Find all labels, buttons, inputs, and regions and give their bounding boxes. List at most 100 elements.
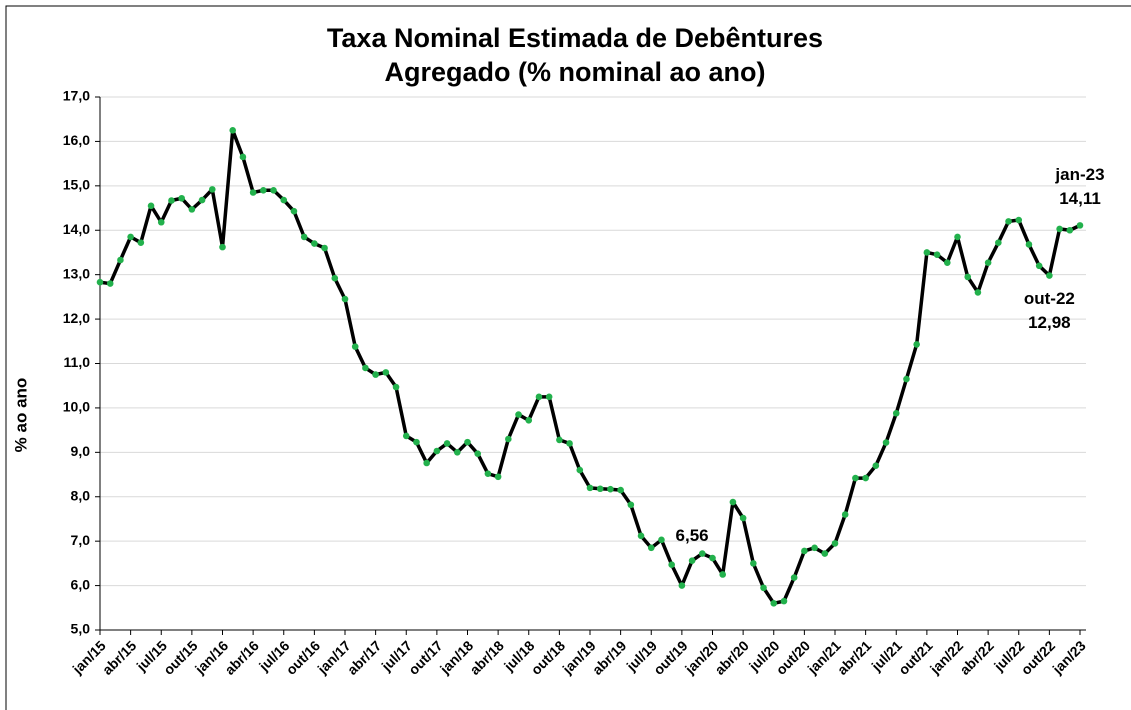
data-point [831,540,839,547]
data-point [811,544,818,552]
x-tick-label: abr/22 [956,637,997,678]
data-point [984,259,992,266]
y-tick-label: 11,0 [64,354,91,370]
data-point [576,466,584,474]
data-point [566,440,573,447]
data-point [770,600,778,607]
chart-title: Agregado (% nominal ao ano) [384,57,765,87]
data-point [688,557,696,565]
x-tick-label: out/20 [773,637,814,678]
data-point [198,196,206,204]
data-point [698,550,706,557]
data-point [617,486,624,494]
data-point [505,435,512,443]
series-line [99,128,1081,606]
x-tick-label: out/21 [895,637,936,678]
x-tick-label: out/17 [405,637,446,678]
y-axis-label: % ao ano [11,378,30,453]
annotation: out-22 [1024,289,1075,308]
data-point [647,544,655,552]
data-point [484,470,492,477]
data-point [362,364,369,372]
x-tick-label: out/18 [528,637,569,678]
data-point [933,251,941,258]
data-point [1056,225,1063,233]
data-point [270,186,277,194]
data-point [637,532,645,540]
y-tick-label: 10,0 [63,399,90,415]
data-point [280,196,288,204]
data-point [474,450,482,457]
data-point [178,194,185,202]
data-point [96,278,104,286]
y-tick-label: 14,0 [63,221,90,237]
chart-title: Taxa Nominal Estimada de Debêntures [327,23,823,53]
data-point [739,514,747,522]
data-point [127,233,134,241]
x-tick-label: out/19 [650,637,691,678]
x-tick-label: out/16 [283,637,324,678]
data-point [188,206,196,213]
y-tick-label: 8,0 [71,487,91,503]
data-point [760,584,767,592]
data-point [331,274,339,282]
data-point [862,474,869,482]
data-point [402,432,410,440]
data-point [903,375,910,383]
data-point [923,249,931,256]
data-point [453,449,461,456]
data-label: 12,98 [1028,313,1071,332]
data-point [1046,272,1053,279]
y-tick-label: 5,0 [71,621,91,637]
data-point [995,239,1002,246]
data-point [658,536,665,544]
data-point [311,240,318,247]
data-point [168,197,175,204]
x-tick-label: abr/18 [466,637,507,678]
y-tick-label: 9,0 [71,443,91,459]
data-point [423,459,430,467]
x-tick-label: abr/15 [99,637,140,678]
y-tick-label: 15,0 [63,177,90,193]
data-point [729,498,737,506]
data-point [913,341,920,348]
data-point [1025,241,1033,248]
data-point [668,561,675,569]
data-point [106,280,114,287]
data-point [974,289,982,296]
data-label: 6,56 [676,526,709,545]
data-point [137,239,145,246]
data-point [780,597,788,605]
data-point [260,186,267,194]
x-tick-label: abr/19 [589,637,630,678]
data-point [464,438,471,446]
data-label: 14,11 [1059,189,1101,208]
data-point [494,473,502,481]
data-point [229,127,237,134]
data-point [157,218,165,226]
data-point [607,485,614,493]
y-tick-label: 7,0 [71,532,91,548]
data-point [1015,216,1023,224]
data-point [443,440,451,447]
data-point [208,186,216,193]
data-point [545,393,553,401]
data-point [892,409,900,417]
data-point [392,383,400,391]
x-tick-label: abr/16 [221,637,262,678]
data-point [1076,222,1084,229]
y-tick-label: 13,0 [63,265,90,281]
y-tick-label: 12,0 [63,310,90,326]
data-point [882,439,890,446]
data-point [750,560,757,567]
x-tick-label: out/22 [1018,637,1059,678]
data-point [351,343,359,350]
y-tick-label: 16,0 [63,132,90,148]
data-point [372,371,379,378]
data-point [943,259,951,266]
data-point [678,582,686,589]
data-point [821,550,829,557]
y-tick-label: 17,0 [63,88,90,104]
data-point [321,244,328,252]
